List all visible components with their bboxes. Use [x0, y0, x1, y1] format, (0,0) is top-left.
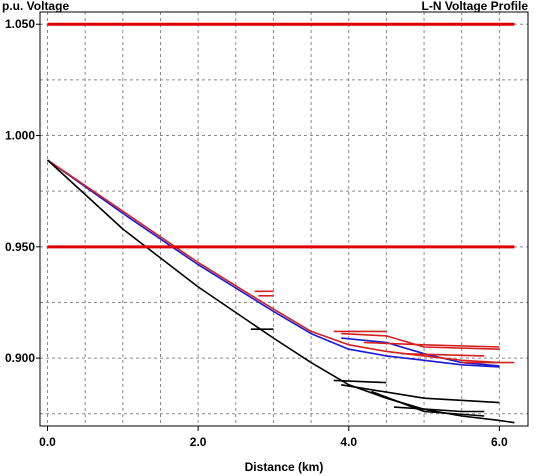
series-line-black: [371, 390, 485, 417]
chart-title: L-N Voltage Profile: [422, 0, 529, 13]
x-tick-label: 0.0: [39, 435, 56, 449]
limit-lines: [47, 22, 515, 249]
y-tick-label: 1.000: [5, 129, 35, 143]
x-axis-ticks: 0.0 2.0 4.0 6.0: [39, 426, 508, 449]
y-tick-label: 0.950: [5, 240, 35, 254]
x-tick-label: 6.0: [491, 435, 508, 449]
grid-lines: [40, 12, 528, 426]
series-line-red: [363, 341, 500, 348]
y-axis-label: p.u. Voltage: [2, 0, 69, 13]
x-tick-label: 2.0: [190, 435, 207, 449]
series-line-black: [333, 379, 387, 384]
y-tick-label: 1.050: [5, 17, 35, 31]
series-line-black: [393, 406, 485, 413]
series-line-black: [46, 159, 515, 424]
series-line-black: [341, 384, 500, 404]
series-line-blue: [47, 159, 500, 368]
y-tick-label: 0.900: [5, 351, 35, 365]
series-line-red: [401, 352, 485, 357]
plot-frame: [39, 11, 529, 427]
y-axis-ticks: 0.900 0.950 1.000 1.050: [5, 17, 40, 365]
x-tick-label: 4.0: [340, 435, 357, 449]
x-axis-label: Distance (km): [245, 460, 324, 474]
series-layer: [46, 159, 515, 424]
series-line-red: [47, 159, 500, 364]
series-line-red: [341, 332, 500, 350]
